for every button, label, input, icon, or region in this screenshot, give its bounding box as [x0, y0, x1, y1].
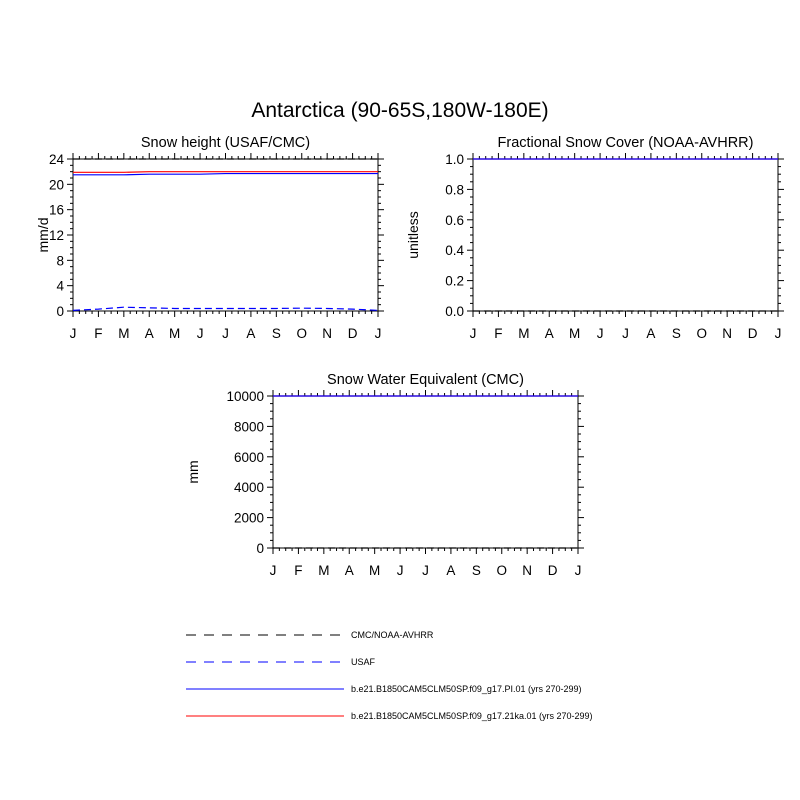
- x-tick-label: S: [272, 326, 281, 341]
- x-tick-label: N: [522, 563, 532, 578]
- x-tick-label: M: [318, 563, 329, 578]
- x-tick-label: D: [548, 563, 558, 578]
- x-tick-label: J: [575, 563, 582, 578]
- y-tick-label: 0: [256, 541, 264, 556]
- legend: CMC/NOAA-AVHRR USAF b.e21.B1850CAM5CLM50SP…: [186, 630, 593, 721]
- legend-item: CMC/NOAA-AVHRR: [186, 630, 434, 640]
- x-tick-label: A: [446, 563, 455, 578]
- panel-title: Snow height (USAF/CMC): [141, 135, 310, 151]
- y-axis-label: mm/d: [35, 218, 51, 253]
- y-tick-label: 0.2: [445, 274, 464, 289]
- y-tick-label: 10000: [226, 389, 264, 404]
- x-tick-label: J: [70, 326, 77, 341]
- y-tick-label: 0.8: [445, 182, 464, 197]
- x-tick-label: S: [672, 326, 681, 341]
- x-tick-label: A: [345, 563, 354, 578]
- y-tick-label: 8000: [234, 419, 264, 434]
- legend-item: b.e21.B1850CAM5CLM50SP.f09_g17.PI.01 (yr…: [186, 684, 581, 694]
- y-axis-label: unitless: [405, 211, 421, 258]
- x-tick-label: F: [494, 326, 502, 341]
- series-line-2: [72, 306, 379, 311]
- x-tick-label: J: [197, 326, 204, 341]
- legend-item: b.e21.B1850CAM5CLM50SP.f09_g17.21ka.01 (…: [186, 711, 593, 721]
- y-tick-label: 0.0: [445, 304, 464, 319]
- x-tick-label: J: [422, 563, 429, 578]
- x-tick-label: O: [696, 326, 707, 341]
- y-tick-label: 1.0: [445, 152, 464, 167]
- x-tick-label: J: [222, 326, 229, 341]
- x-tick-label: M: [569, 326, 580, 341]
- series-line-3: [73, 172, 378, 176]
- legend-label: USAF: [351, 657, 376, 667]
- chart-panel-2: Fractional Snow Cover (NOAA-AVHRR) 0.0 0.2…: [405, 135, 784, 341]
- x-tick-label: D: [348, 326, 358, 341]
- x-tick-label: A: [246, 326, 255, 341]
- legend-label: b.e21.B1850CAM5CLM50SP.f09_g17.PI.01 (yr…: [351, 684, 581, 694]
- x-tick-label: O: [296, 326, 307, 341]
- y-tick-label: 0.4: [445, 243, 464, 258]
- y-tick-label: 8: [56, 253, 64, 268]
- legend-item: USAF: [186, 657, 376, 667]
- legend-label: b.e21.B1850CAM5CLM50SP.f09_g17.21ka.01 (…: [351, 711, 593, 721]
- y-tick-label: 12: [49, 228, 64, 243]
- legend-label: CMC/NOAA-AVHRR: [351, 630, 434, 640]
- y-tick-label: 0.6: [445, 213, 464, 228]
- x-tick-label: M: [118, 326, 129, 341]
- x-tick-label: F: [294, 563, 302, 578]
- y-tick-label: 2000: [234, 511, 264, 526]
- y-tick-label: 16: [49, 203, 64, 218]
- x-tick-label: J: [622, 326, 629, 341]
- x-tick-label: J: [470, 326, 477, 341]
- x-tick-label: O: [496, 563, 507, 578]
- figure-title: Antarctica (90-65S,180W-180E): [251, 99, 548, 122]
- x-tick-label: M: [518, 326, 529, 341]
- plot-frame: [272, 395, 579, 549]
- plot-frame: [472, 158, 779, 312]
- x-tick-label: J: [270, 563, 277, 578]
- y-tick-label: 4000: [234, 480, 264, 495]
- panel-title: Snow Water Equivalent (CMC): [327, 372, 524, 388]
- x-tick-label: J: [597, 326, 604, 341]
- x-tick-label: J: [775, 326, 782, 341]
- x-tick-label: N: [322, 326, 332, 341]
- chart-panel-3: Snow Water Equivalent (CMC) 0 2000 4000 6000…: [185, 372, 584, 578]
- x-tick-label: A: [646, 326, 655, 341]
- x-tick-label: N: [722, 326, 732, 341]
- x-tick-label: J: [375, 326, 382, 341]
- x-tick-label: M: [369, 563, 380, 578]
- y-tick-label: 0: [56, 304, 64, 319]
- y-axis-label: mm: [185, 460, 201, 483]
- y-tick-label: 6000: [234, 450, 264, 465]
- y-tick-label: 20: [49, 177, 64, 192]
- series-line-4: [73, 171, 378, 173]
- x-tick-label: J: [397, 563, 404, 578]
- y-tick-label: 4: [56, 279, 64, 294]
- y-tick-label: 24: [49, 152, 65, 167]
- x-tick-label: M: [169, 326, 180, 341]
- x-tick-label: A: [545, 326, 554, 341]
- x-tick-label: S: [472, 563, 481, 578]
- x-tick-label: D: [748, 326, 758, 341]
- x-tick-label: F: [94, 326, 102, 341]
- panel-title: Fractional Snow Cover (NOAA-AVHRR): [498, 135, 754, 151]
- x-tick-label: A: [145, 326, 154, 341]
- plot-frame: [72, 158, 379, 312]
